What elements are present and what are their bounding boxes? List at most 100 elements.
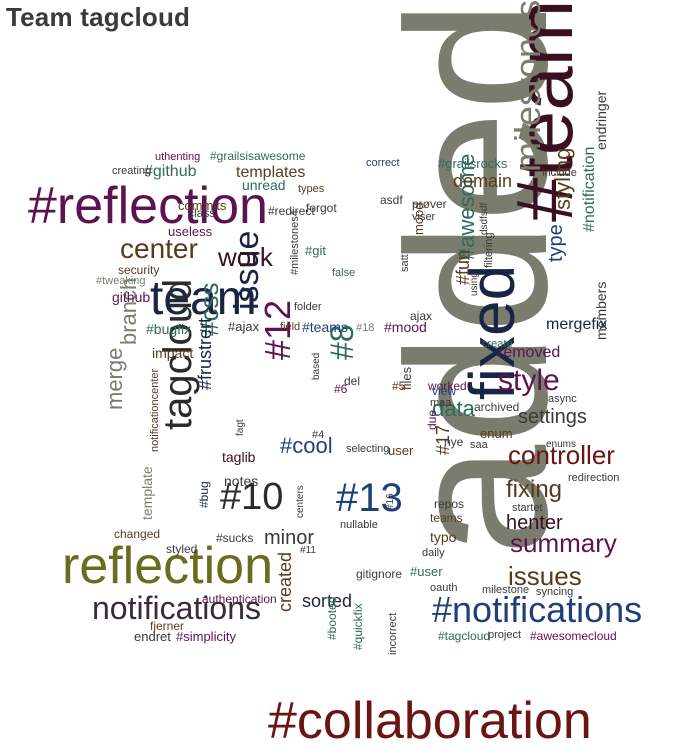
tag-word: #notification	[581, 146, 598, 232]
tag-word: branch	[116, 277, 141, 345]
tag-word: domain	[453, 171, 513, 191]
tag-word: template	[139, 466, 155, 520]
tag-word: asdf	[380, 193, 403, 207]
tag-word: centers	[295, 485, 306, 518]
tag-word: #16	[385, 493, 396, 510]
tag-word: redirection	[568, 472, 620, 484]
tag-word: maa	[430, 397, 452, 409]
tag-word: #sucks	[216, 531, 254, 545]
tag-word: nye	[444, 435, 464, 449]
tag-word: summary	[510, 528, 617, 558]
tag-word: due	[425, 409, 439, 430]
tag-word: created	[275, 551, 295, 612]
tag-word: merge	[102, 347, 127, 410]
tag-word: #teams	[302, 319, 348, 335]
tag-word: endret	[134, 629, 171, 644]
tag-word: archived	[474, 400, 520, 414]
tag-word: #user	[410, 564, 443, 579]
tag-word: #5	[392, 379, 406, 393]
tag-word: incorrect	[387, 612, 399, 655]
tag-word: impact	[152, 345, 194, 361]
tag-word: useless	[168, 224, 213, 239]
tag-word: forgot	[306, 201, 337, 215]
tag-word: #github	[144, 163, 197, 180]
tag-word: ajax	[410, 309, 433, 323]
tag-word: syncing	[536, 586, 574, 598]
tag-word: endringer	[593, 90, 609, 150]
tag-word: saa	[470, 439, 488, 451]
tag-word: #13	[336, 476, 403, 520]
tag-word: creating	[112, 165, 152, 177]
tag-word: oauth	[430, 582, 458, 594]
tag-word: #milestones4	[289, 210, 301, 275]
tag-word: notificationcenter	[149, 368, 161, 452]
tag-word: #cool	[280, 433, 333, 458]
tag-word: type	[545, 224, 567, 262]
tag-word: #git	[305, 243, 326, 258]
tag-word: #4	[312, 429, 325, 441]
tag-word: #reflection	[28, 177, 268, 235]
tag-word: work	[218, 242, 273, 272]
tag-word: reflection	[62, 537, 273, 595]
tag-word: selecting	[346, 443, 390, 455]
tag-word: mergefix	[546, 316, 608, 333]
tag-word: authentication	[202, 592, 277, 606]
tag-word: changed	[114, 527, 161, 541]
tag-word: async	[548, 393, 577, 405]
tag-word: #quickfix	[351, 603, 365, 650]
tag-word: based	[311, 352, 322, 380]
tag-word: #grailsrocks	[438, 156, 508, 171]
tag-word: false	[332, 267, 356, 279]
tag-word: #18	[356, 322, 375, 334]
tag-word: enums	[546, 439, 577, 450]
tag-word: nullable	[340, 519, 378, 531]
tag-word: using	[469, 272, 480, 296]
tag-word: prøver	[412, 197, 447, 211]
tag-word: #10	[220, 476, 284, 518]
tag-word: data	[432, 396, 475, 421]
tag-word: #booted	[325, 596, 339, 640]
tag-word: minor	[264, 527, 315, 549]
tag-word: types	[298, 183, 325, 195]
tag-word: #bug	[197, 481, 211, 508]
tag-word: user	[388, 443, 414, 458]
tag-word: uthenting	[155, 151, 201, 163]
tag-word: daily	[422, 547, 445, 559]
tag-word: controller	[508, 440, 615, 470]
tag-word: milestones	[507, 0, 548, 173]
tag-word: #simplicity	[176, 629, 236, 644]
tag-word: github	[112, 289, 151, 305]
page-title: Team tagcloud	[6, 2, 191, 32]
tag-word: #tagcloud	[438, 629, 491, 643]
tag-word: folder	[294, 301, 322, 313]
tag-word: #awesomecloud	[530, 629, 617, 643]
tag-word: #notifications	[432, 589, 643, 630]
tag-word: sorted	[302, 591, 353, 611]
tag-word: #bugfix	[146, 321, 192, 337]
tag-word: henter	[506, 512, 563, 534]
tag-word: styled	[166, 542, 198, 556]
tag-word: view	[432, 384, 457, 398]
tag-word: gitignore	[356, 567, 403, 581]
tag-word: viser	[412, 211, 436, 223]
tag-word: project	[488, 629, 522, 641]
tag-word: #frustrert	[195, 317, 215, 390]
tag-word: unread	[242, 177, 286, 193]
tag-word: security	[118, 263, 160, 277]
tag-word: #ajax	[228, 319, 260, 334]
tag-word: style	[498, 364, 560, 397]
tag-word: #tweaking	[96, 275, 146, 287]
tag-word: correct	[366, 157, 400, 169]
tag-word: repos	[434, 497, 465, 511]
tag-word: teams	[430, 511, 463, 525]
tag-word: commits	[178, 198, 227, 213]
tag-word: #mood	[384, 319, 427, 335]
tag-word: settings	[518, 406, 587, 428]
tag-word: fagt	[235, 419, 246, 436]
tag-word: class	[188, 206, 216, 220]
tag-word: center	[120, 233, 198, 264]
tag-word: startet	[512, 502, 543, 514]
tag-word: taglib	[222, 449, 256, 465]
tag-word: #redirect	[268, 204, 315, 218]
